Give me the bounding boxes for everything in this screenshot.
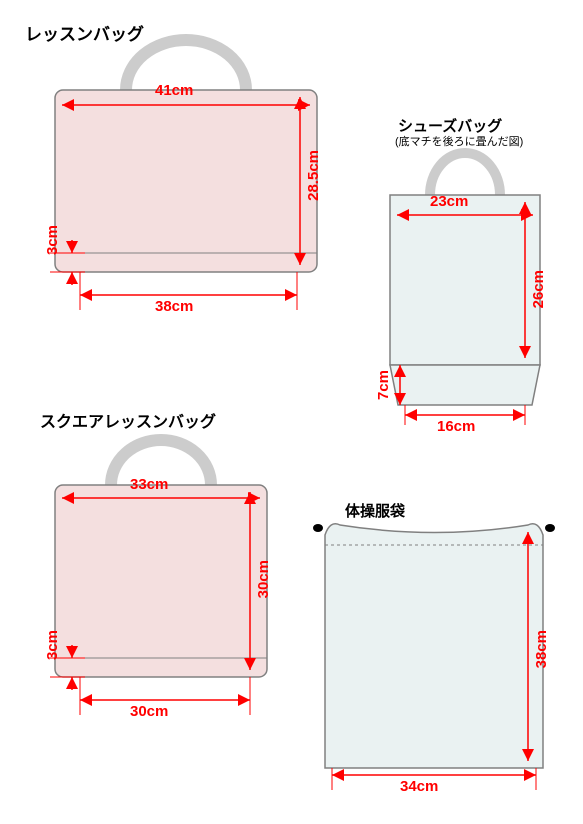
shoes-width: 23cm [430, 193, 468, 210]
gym-height: 38cm [533, 630, 550, 668]
square-bag-title: スクエアレッスンバッグ [40, 408, 216, 432]
lesson-bag-diagram [50, 40, 317, 310]
square-height: 30cm [255, 560, 272, 598]
square-bottom-width: 30cm [130, 703, 168, 720]
lesson-height: 28.5cm [305, 150, 322, 201]
gym-width: 34cm [400, 778, 438, 795]
lesson-bottom-width: 38cm [155, 298, 193, 315]
square-gusset: 3cm [44, 630, 61, 660]
lesson-bag-title: レッスンバッグ [25, 20, 144, 45]
lesson-top-width: 41cm [155, 82, 193, 99]
shoes-bag-subtitle: (底マチを後ろに畳んだ図) [395, 133, 523, 149]
shoes-gusset-w: 16cm [437, 418, 475, 435]
gym-bag-title: 体操服袋 [345, 500, 405, 521]
gym-bag-diagram [313, 524, 555, 790]
shoes-gusset-h: 7cm [375, 370, 392, 400]
square-top-width: 33cm [130, 476, 168, 493]
shoes-height: 26cm [530, 270, 547, 308]
lesson-gusset: 3cm [44, 225, 61, 255]
